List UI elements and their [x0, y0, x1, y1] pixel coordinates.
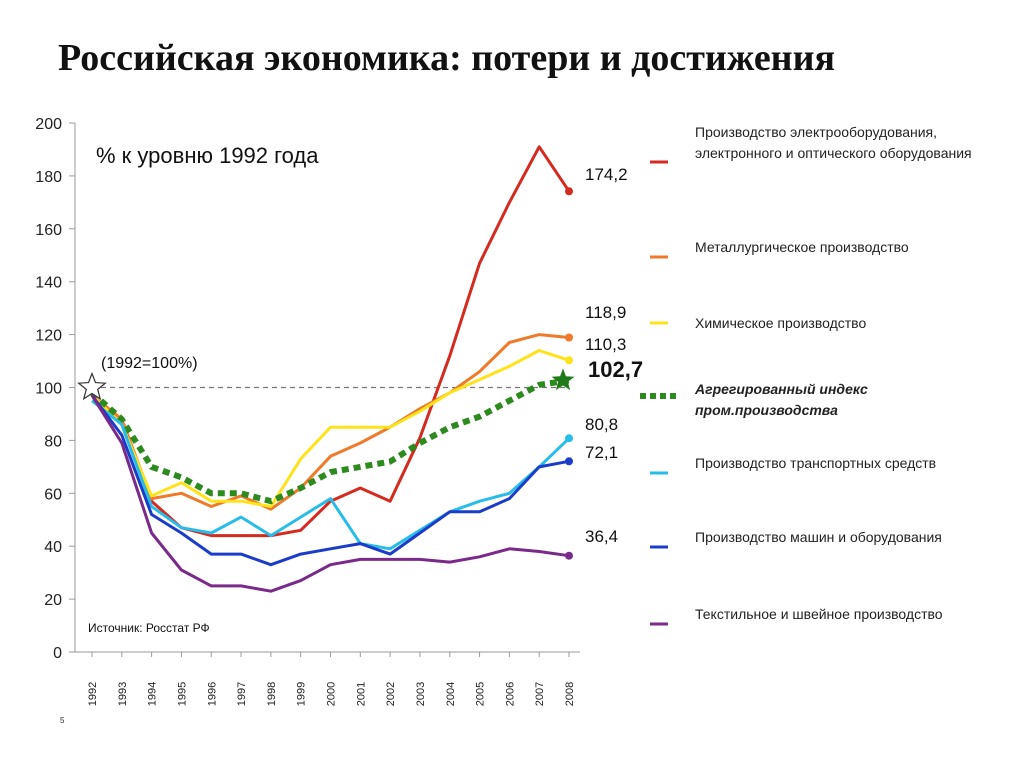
end-value-label: 174,2 — [585, 165, 628, 184]
end-value-label: 36,4 — [585, 527, 618, 546]
end-value-label: 118,9 — [585, 303, 626, 322]
y-tick-label: 40 — [44, 539, 62, 556]
end-point-marker — [565, 551, 573, 560]
end-value-label: 110,3 — [585, 335, 626, 354]
series-line-6 — [90, 394, 570, 593]
end-value-label: 80,8 — [585, 415, 618, 434]
x-tick-label: 2003 — [415, 682, 427, 706]
page-number: 5 — [60, 716, 65, 725]
legend-label: Производство транспортных средств — [695, 455, 937, 471]
chart-subtitle: % к уровню 1992 года — [96, 143, 319, 168]
base-note: (1992=100%) — [101, 355, 198, 372]
legend-label: Производство машин и оборудования — [695, 529, 942, 545]
x-tick-label: 1996 — [206, 682, 218, 706]
end-point-marker — [565, 333, 573, 342]
y-tick-label: 0 — [53, 645, 62, 662]
legend-label: Производство электрооборудования, электр… — [695, 124, 972, 161]
end-value-label: 72,1 — [585, 443, 618, 462]
end-star-marker — [551, 368, 575, 391]
x-tick-label: 1995 — [176, 682, 188, 706]
series-line-5 — [90, 394, 570, 567]
end-point-marker — [565, 457, 573, 466]
y-tick-label: 180 — [35, 169, 62, 186]
x-tick-label: 2008 — [564, 682, 576, 706]
y-tick-label: 80 — [44, 433, 62, 450]
y-tick-label: 200 — [35, 116, 62, 133]
x-tick-label: 1998 — [266, 682, 278, 706]
x-tick-label: 1993 — [117, 682, 129, 706]
series-line-3 — [90, 377, 570, 505]
end-point-marker — [565, 434, 573, 443]
x-tick-label: 2006 — [504, 682, 516, 706]
legend-label: Текстильное и швейное производство — [695, 606, 943, 622]
x-tick-label: 1999 — [296, 682, 308, 706]
y-tick-label: 60 — [44, 486, 62, 503]
x-tick-label: 2005 — [475, 682, 487, 706]
page-title: Российская экономика: потери и достижени… — [58, 37, 836, 79]
legend-label: Химическое производство — [695, 315, 867, 331]
x-tick-label: 1994 — [147, 682, 159, 706]
end-value-label: 102,7 — [588, 357, 643, 382]
end-point-marker — [565, 356, 573, 365]
y-tick-label: 20 — [44, 592, 62, 609]
x-tick-label: 1992 — [87, 682, 99, 706]
series-line-2 — [90, 349, 570, 508]
y-tick-label: 100 — [35, 381, 62, 398]
y-tick-label: 120 — [35, 328, 62, 345]
x-tick-label: 2004 — [445, 682, 457, 706]
y-tick-label: 140 — [35, 275, 62, 292]
legend-label: Металлургическое производство — [695, 239, 909, 255]
legend-label: Агрегированный индекс пром.производства — [695, 381, 868, 418]
x-tick-label: 2000 — [326, 682, 338, 706]
x-tick-label: 2007 — [534, 682, 546, 706]
y-tick-label: 160 — [35, 222, 62, 239]
series-line-1 — [91, 333, 570, 511]
end-point-marker — [565, 187, 573, 196]
x-tick-label: 2001 — [355, 682, 367, 706]
base-star-marker — [77, 371, 107, 401]
series-line-0 — [90, 145, 571, 538]
x-tick-label: 1997 — [236, 682, 248, 706]
x-tick-label: 2002 — [385, 682, 397, 706]
source-note: Источник: Росстат РФ — [88, 621, 210, 635]
series-line-4 — [91, 399, 571, 551]
